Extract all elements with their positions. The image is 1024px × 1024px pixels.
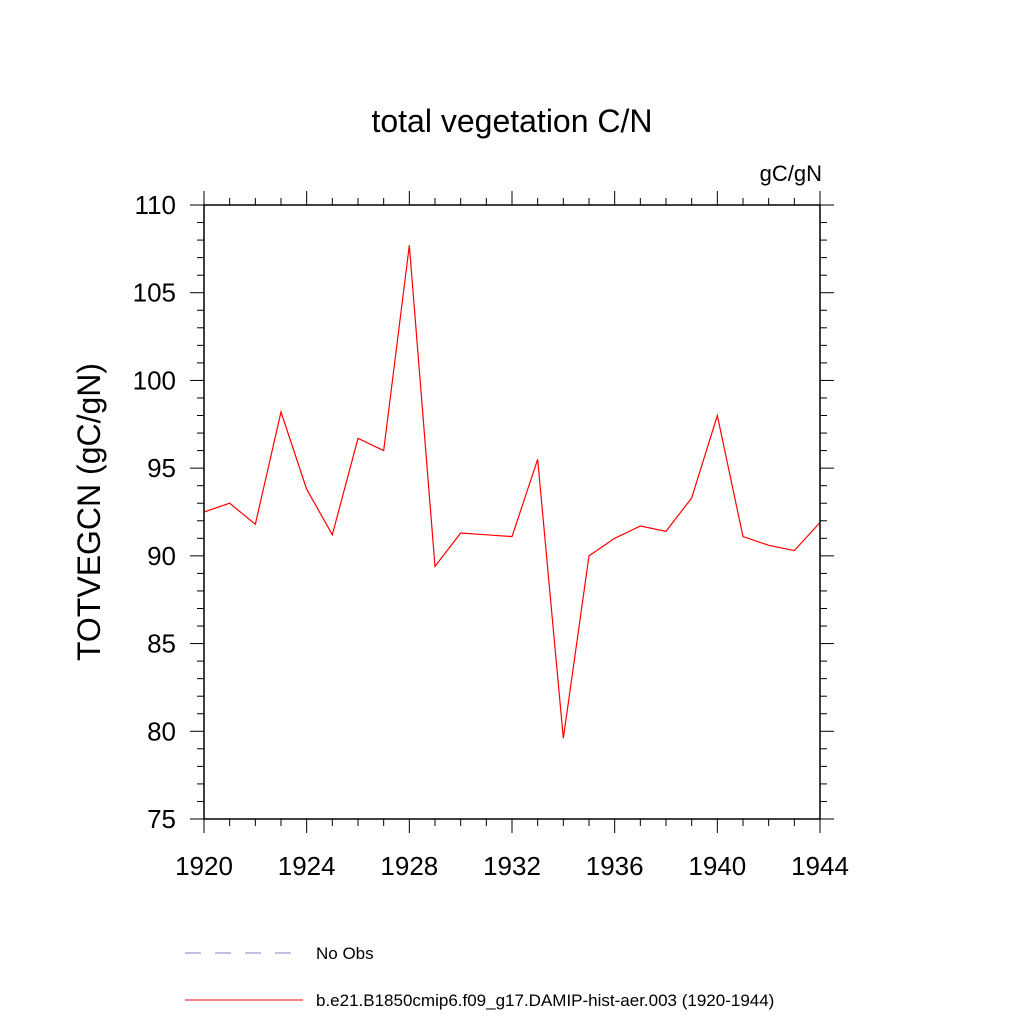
units-label: gC/gN <box>760 161 822 186</box>
y-tick-label: 110 <box>135 190 176 220</box>
y-tick-label: 80 <box>147 716 176 746</box>
x-tick-label: 1924 <box>278 851 336 881</box>
legend-label-model: b.e21.B1850cmip6.f09_g17.DAMIP-hist-aer.… <box>316 991 774 1010</box>
plot-frame <box>203 204 821 820</box>
legend: No Obs b.e21.B1850cmip6.f09_g17.DAMIP-hi… <box>185 944 774 1010</box>
y-tick-label: 100 <box>133 365 176 395</box>
y-tick-label: 85 <box>147 629 176 659</box>
legend-label-no-obs: No Obs <box>316 944 374 963</box>
x-tick-label: 1940 <box>688 851 746 881</box>
y-tick-label: 75 <box>147 804 176 834</box>
y-axis-label: TOTVEGCN (gC/gN) <box>71 363 107 661</box>
chart-title: total vegetation C/N <box>371 103 652 139</box>
x-tick-label: 1928 <box>380 851 438 881</box>
y-tick-label: 95 <box>147 453 176 483</box>
y-tick-label: 90 <box>147 541 176 571</box>
x-tick-label: 1932 <box>483 851 541 881</box>
x-tick-label: 1920 <box>175 851 233 881</box>
x-tick-label: 1936 <box>586 851 644 881</box>
y-tick-label: 105 <box>133 278 176 308</box>
axis-ticks <box>190 191 834 833</box>
x-tick-label: 1944 <box>791 851 849 881</box>
series-line-0 <box>203 245 821 739</box>
axis-tick-labels: 1920 1924 1928 1932 1936 1940 1944 75 80 85 90 95 10… <box>133 190 849 881</box>
series-lines <box>203 245 821 739</box>
